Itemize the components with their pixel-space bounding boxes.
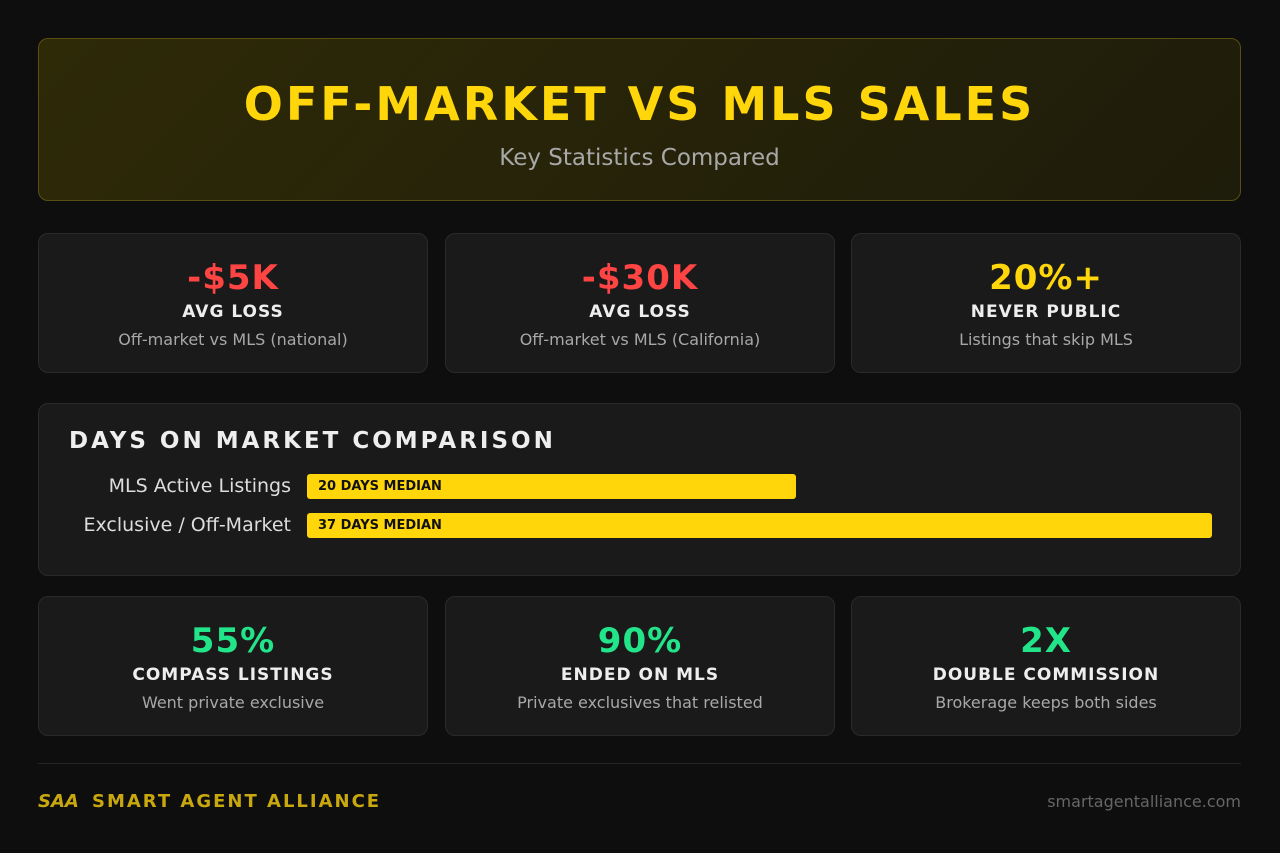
stat-label: AVG LOSS [182,302,284,322]
stat-card: 2X DOUBLE COMMISSION Brokerage keeps both … [851,596,1241,736]
days-chart: DAYS ON MARKET COMPARISON MLS Active Lis… [38,403,1241,576]
subtitle: Key Statistics Compared [499,145,780,171]
stat-card: 55% COMPASS LISTINGS Went private exclusiv… [38,596,428,736]
url: smartagentalliance.com [1047,792,1241,811]
stat-label: NEVER PUBLIC [970,302,1122,322]
bar: 20 DAYS MEDIAN [307,474,797,499]
chart-title: DAYS ON MARKET COMPARISON [69,428,556,454]
stat-value: -$30K [581,258,699,298]
divider [38,763,1241,764]
stat-value: 90% [597,621,683,661]
stat-card: 20%+ NEVER PUBLIC Listings that skip MLS [851,233,1241,373]
title: OFF-MARKET VS MLS SALES [243,77,1036,131]
stat-card: 90% ENDED ON MLS Private exclusives that r… [445,596,835,736]
stat-label: COMPASS LISTINGS [132,665,334,685]
stat-desc: Listings that skip MLS [959,330,1133,349]
stat-desc: Went private exclusive [141,693,325,712]
stat-desc: Off-market vs MLS (national) [118,330,348,349]
bar: 37 DAYS MEDIAN [307,513,1212,538]
stat-desc: Private exclusives that relisted [517,693,763,712]
stat-label: DOUBLE COMMISSION [932,665,1160,685]
stat-value: 20%+ [989,258,1103,298]
category-label: MLS Active Listings [108,475,291,497]
stat-value: 55% [190,621,276,661]
stat-value: 2X [1020,621,1072,661]
stat-label: ENDED ON MLS [560,665,720,685]
stat-label: AVG LOSS [589,302,691,322]
stat-desc: Off-market vs MLS (California) [519,330,761,349]
logo: SAA [38,791,79,812]
stat-value: -$5K [187,258,279,298]
bar-label: 20 DAYS MEDIAN [318,479,442,494]
stat-card: -$5K AVG LOSS Off-market vs MLS (national) [38,233,428,373]
stat-card: -$30K AVG LOSS Off-market vs MLS (Californ… [445,233,835,373]
bar-label: 37 DAYS MEDIAN [318,518,442,533]
header: OFF-MARKET VS MLS SALES Key Statistics C… [38,38,1241,201]
stat-desc: Brokerage keeps both sides [935,693,1157,712]
category-label: Exclusive / Off-Market [83,514,292,536]
brand: SMART AGENT ALLIANCE [92,791,382,812]
